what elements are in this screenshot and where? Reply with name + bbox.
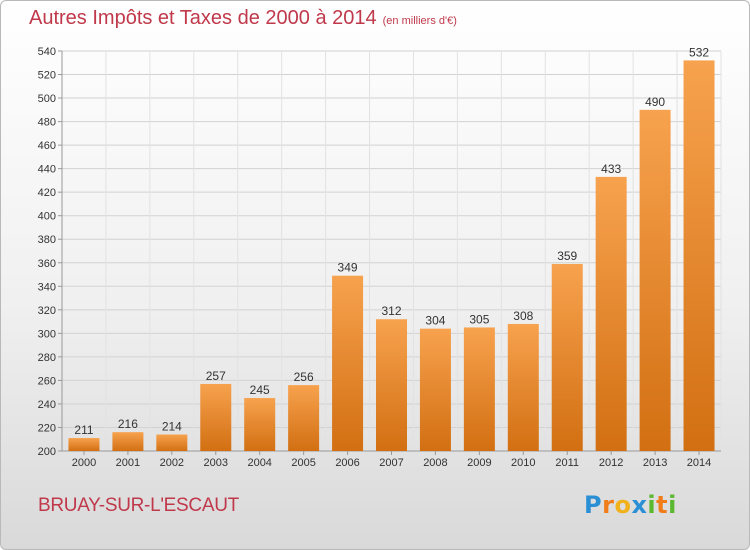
x-tick-label: 2014 [687, 457, 711, 469]
x-tick-label: 2007 [379, 457, 403, 469]
y-tick-label: 320 [38, 305, 56, 317]
axes: 200 220 240 260 280 300 320 340 360 380 400 420 440 4… [38, 46, 721, 469]
y-tick-label: 200 [38, 446, 56, 458]
bar[interactable] [683, 60, 715, 451]
bar[interactable] [639, 109, 671, 451]
city-name: BRUAY-SUR-L'ESCAUT [38, 495, 239, 516]
y-tick-label: 380 [38, 234, 56, 246]
x-tick-label: 2010 [511, 457, 535, 469]
bar-value-label: 214 [162, 420, 182, 434]
x-tick-label: 2004 [247, 457, 271, 469]
logo-letter: r [602, 491, 615, 519]
bar[interactable] [595, 176, 627, 451]
y-tick-label: 220 [38, 422, 56, 434]
bar-value-label: 304 [425, 314, 445, 328]
bar[interactable] [419, 328, 451, 451]
y-tick-label: 340 [38, 281, 56, 293]
logo-letter: t [656, 491, 669, 519]
bar[interactable] [376, 319, 407, 451]
y-tick-label: 440 [38, 164, 56, 176]
bar[interactable] [288, 385, 320, 451]
bar[interactable] [463, 327, 495, 451]
bar-value-label: 490 [645, 95, 665, 109]
bar-value-label: 256 [294, 370, 314, 384]
bar-value-label: 349 [338, 261, 358, 275]
bar-value-label: 245 [250, 383, 270, 397]
chart-title: Autres Impôts et Taxes de 2000 à 2014 (en… [29, 7, 457, 30]
x-tick-label: 2009 [467, 457, 491, 469]
y-tick-label: 500 [38, 93, 56, 105]
bar[interactable] [507, 323, 539, 451]
bar[interactable] [332, 275, 364, 451]
y-tick-label: 520 [38, 70, 56, 82]
bar-value-label: 312 [381, 304, 401, 318]
y-tick-label: 460 [38, 140, 56, 152]
bar[interactable] [244, 398, 276, 451]
y-tick-label: 360 [38, 258, 56, 270]
bar-value-label: 216 [118, 417, 138, 431]
chart-subtitle: (en milliers d'€) [382, 15, 457, 27]
x-tick-label: 2000 [72, 457, 96, 469]
x-tick-label: 2013 [643, 457, 667, 469]
x-tick-label: 2006 [335, 457, 359, 469]
y-tick-label: 240 [38, 399, 56, 411]
y-tick-label: 420 [38, 187, 56, 199]
bars [68, 60, 715, 451]
data-labels: 211 216 214 257 245 256 349 312 304 305 308 359 433 4… [74, 45, 709, 437]
bar-value-label: 433 [601, 162, 621, 176]
bar[interactable] [112, 432, 144, 451]
bar-value-label: 211 [74, 423, 93, 437]
logo-letter: i [668, 491, 677, 519]
logo-letter: P [584, 491, 603, 519]
y-tick-label: 260 [38, 375, 56, 387]
bar-value-label: 532 [689, 45, 709, 59]
x-tick-label: 2003 [204, 457, 228, 469]
x-tick-label: 2012 [599, 457, 623, 469]
bar-value-label: 308 [513, 309, 533, 323]
x-tick-label: 2002 [160, 457, 184, 469]
bar[interactable] [551, 263, 583, 451]
logo-letter: o [614, 491, 632, 519]
proxiti-logo[interactable]: Proxiti [584, 491, 677, 519]
y-tick-label: 400 [38, 211, 56, 223]
x-tick-label: 2008 [423, 457, 447, 469]
bar[interactable] [156, 434, 188, 451]
y-tick-label: 280 [38, 352, 56, 364]
chart-title-main: Autres Impôts et Taxes de 2000 à 2014 [29, 7, 377, 29]
x-tick-label: 2001 [116, 457, 140, 469]
bar[interactable] [200, 383, 232, 451]
logo-letter: i [647, 491, 657, 519]
bar-value-label: 305 [469, 312, 489, 326]
bar-value-label: 359 [557, 249, 577, 263]
y-tick-label: 480 [38, 117, 56, 129]
bar-value-label: 257 [206, 369, 226, 383]
bar[interactable] [68, 438, 100, 451]
y-tick-label: 300 [38, 328, 56, 340]
y-tick-label: 540 [38, 46, 56, 58]
logo-letter: x [631, 491, 648, 519]
x-tick-label: 2005 [291, 457, 315, 469]
x-tick-label: 2011 [555, 457, 579, 469]
